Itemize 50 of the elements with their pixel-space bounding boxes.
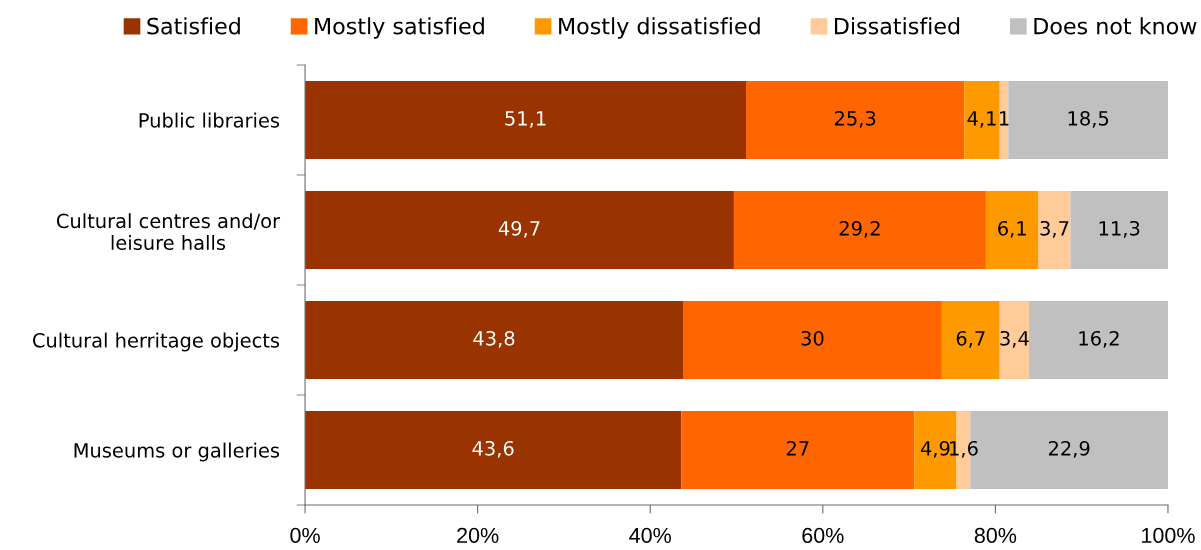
bar xyxy=(999,300,1030,380)
data-label: 43,6 xyxy=(472,440,514,458)
bar xyxy=(1070,190,1168,270)
data-label: 43,8 xyxy=(473,330,515,348)
legend-label: Dissatisfied xyxy=(835,17,960,35)
y-tick-label: Cultural centres and/or leisure halls xyxy=(56,213,281,251)
data-label: 49,7 xyxy=(498,220,540,238)
bar xyxy=(941,300,1000,380)
x-tick-label: 40% xyxy=(629,527,671,544)
legend-label: Mostly dissatisfied xyxy=(559,17,760,39)
y-tick-label: Cultural herritage objects xyxy=(32,332,280,352)
x-tick-label: 100% xyxy=(1142,527,1195,544)
y-tick-label: Museums or galleries xyxy=(74,442,280,462)
data-label: 6,1 xyxy=(998,220,1026,238)
legend-label: Does not know xyxy=(1034,17,1197,35)
legend-label: Mostly satisfied xyxy=(315,17,484,39)
y-tick-label: Public libraries xyxy=(139,112,280,128)
bar xyxy=(733,190,986,270)
bar xyxy=(305,80,747,160)
bar xyxy=(305,190,734,270)
bar xyxy=(964,80,1000,160)
data-label: 22,9 xyxy=(1048,440,1090,458)
bar xyxy=(746,80,965,160)
data-label: 51,1 xyxy=(505,111,546,128)
data-label: 4,1 xyxy=(967,111,996,128)
bar xyxy=(305,300,684,380)
data-label: 4,9 xyxy=(920,440,950,458)
bar xyxy=(681,410,915,490)
data-label: 30 xyxy=(801,330,824,346)
data-label: 25,3 xyxy=(834,110,876,128)
bar xyxy=(1038,190,1071,270)
x-tick-label: 80% xyxy=(974,527,1017,544)
data-label: 27 xyxy=(786,440,809,456)
data-label: 1 xyxy=(999,111,1009,126)
data-label: 18,5 xyxy=(1068,110,1109,128)
data-label: 3,7 xyxy=(1040,220,1069,238)
bar xyxy=(985,190,1039,270)
data-label: 11,3 xyxy=(1099,220,1140,238)
bar xyxy=(305,410,682,490)
data-label: 29,2 xyxy=(839,220,880,238)
legend-label: Satisfied xyxy=(147,17,240,35)
data-label: 16,2 xyxy=(1079,330,1119,348)
data-label: 3,4 xyxy=(1000,330,1029,348)
x-tick-label: 0% xyxy=(290,527,320,544)
bar xyxy=(1008,80,1168,160)
x-tick-label: 60% xyxy=(802,527,844,544)
bar xyxy=(683,300,942,380)
x-tick-label: 20% xyxy=(457,527,499,544)
bar xyxy=(1029,300,1168,380)
data-label: 6,7 xyxy=(956,330,985,348)
